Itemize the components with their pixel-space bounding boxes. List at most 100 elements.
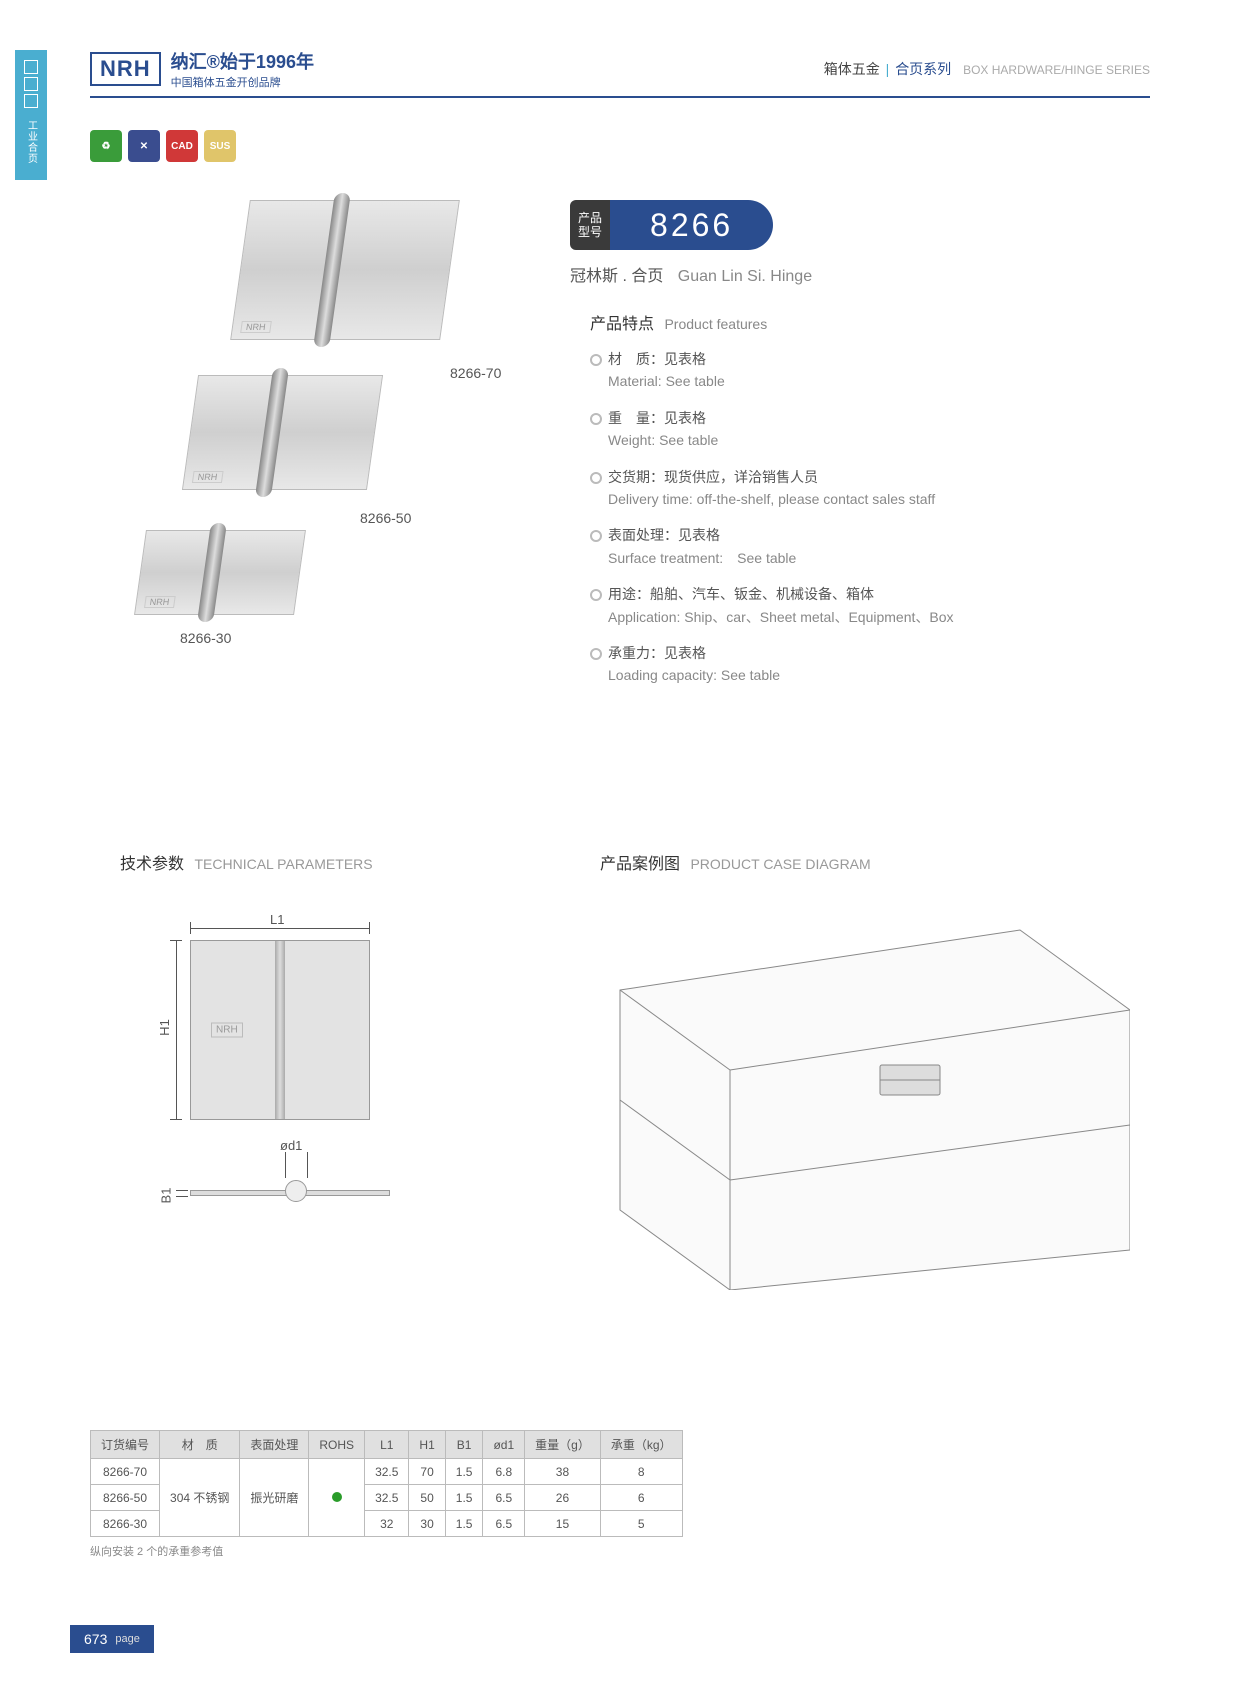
rohs-dot-icon — [332, 1492, 342, 1502]
img-label-3: 8266-30 — [180, 630, 231, 646]
table-row: 8266-70304 不锈钢振光研磨32.5701.56.8388 — [91, 1459, 683, 1485]
product-name-cn: 冠林斯 . 合页 — [570, 268, 663, 285]
cell-load: 8 — [600, 1459, 682, 1485]
header-en: BOX HARDWARE/HINGE SERIES — [963, 63, 1150, 77]
product-number-label: 产品 型号 — [570, 200, 610, 250]
hinge-large: NRH — [230, 200, 460, 340]
tech-title: 技术参数 TECHNICAL PARAMETERS — [120, 850, 373, 874]
header-sep: | — [886, 61, 890, 77]
feature-en: Delivery time: off-the-shelf, please con… — [608, 488, 1150, 510]
dim-h1: H1 — [157, 1019, 172, 1036]
dim-b1: B1 — [158, 1188, 173, 1204]
feature-item: 承重力：见表格Loading capacity: See table — [590, 642, 1150, 687]
cell-l1: 32.5 — [365, 1459, 409, 1485]
table-header-cell: 材 质 — [160, 1431, 240, 1459]
feature-cn: 表面处理：见表格 — [608, 527, 720, 543]
nrh-label-2: NRH — [192, 471, 223, 483]
spec-table: 订货编号材 质表面处理ROHSL1H1B1ød1重量（g）承重（kg） 8266… — [90, 1430, 683, 1537]
side-tab-icon — [21, 60, 41, 110]
side-tab: 工业合页 — [15, 50, 47, 180]
product-number-box: 产品 型号 8266 — [570, 200, 773, 250]
sus-icon: SUS — [204, 130, 236, 162]
table-header-cell: 承重（kg） — [600, 1431, 682, 1459]
case-title-cn: 产品案例图 — [600, 856, 680, 873]
case-title-en: PRODUCT CASE DIAGRAM — [690, 856, 870, 872]
tool-icon: ✕ — [128, 130, 160, 162]
table-header-cell: 表面处理 — [240, 1431, 309, 1459]
cell-l1: 32 — [365, 1511, 409, 1537]
eco-icon: ♻ — [90, 130, 122, 162]
feature-cn: 用途：船舶、汽车、钣金、机械设备、箱体 — [608, 586, 874, 602]
hinge-medium: NRH — [182, 375, 383, 490]
icon-row: ♻ ✕ CAD SUS — [90, 130, 236, 162]
cad-icon: CAD — [166, 130, 198, 162]
pn-cn1: 产品 — [578, 211, 602, 225]
footer: 673 page — [70, 1625, 154, 1653]
cell-d1: 6.5 — [483, 1511, 525, 1537]
header-cn1: 箱体五金 — [824, 61, 880, 77]
cell-b1: 1.5 — [445, 1485, 483, 1511]
logo-group: NRH 纳汇®始于1996年 中国箱体五金开创品牌 — [90, 48, 314, 90]
header-cn2: 合页系列 — [895, 61, 951, 77]
tech-title-en: TECHNICAL PARAMETERS — [194, 856, 372, 872]
cell-b1: 1.5 — [445, 1511, 483, 1537]
cell-d1: 6.8 — [483, 1459, 525, 1485]
cell-h1: 50 — [409, 1485, 445, 1511]
case-title: 产品案例图 PRODUCT CASE DIAGRAM — [600, 850, 871, 874]
cell-weight: 15 — [525, 1511, 601, 1537]
pn-cn2: 型号 — [578, 225, 602, 239]
feature-item: 重 量：见表格 Weight: See table — [590, 407, 1150, 452]
cell-code: 8266-30 — [91, 1511, 160, 1537]
table-header-cell: ød1 — [483, 1431, 525, 1459]
product-name-en: Guan Lin Si. Hinge — [678, 268, 812, 285]
img-label-1: 8266-70 — [450, 365, 501, 381]
cell-d1: 6.5 — [483, 1485, 525, 1511]
cell-h1: 70 — [409, 1459, 445, 1485]
cell-b1: 1.5 — [445, 1459, 483, 1485]
page-label: page — [115, 1633, 139, 1645]
cell-code: 8266-70 — [91, 1459, 160, 1485]
tech-title-cn: 技术参数 — [120, 856, 184, 873]
cell-surface: 振光研磨 — [240, 1459, 309, 1537]
table-container: 订货编号材 质表面处理ROHSL1H1B1ød1重量（g）承重（kg） 8266… — [90, 1430, 683, 1559]
header-line — [90, 96, 1150, 98]
cell-weight: 26 — [525, 1485, 601, 1511]
feature-cn: 交货期：现货供应，详洽销售人员 — [608, 469, 818, 485]
cell-rohs — [309, 1459, 365, 1537]
header: NRH 纳汇®始于1996年 中国箱体五金开创品牌 箱体五金 | 合页系列 BO… — [90, 48, 1150, 90]
img-label-2: 8266-50 — [360, 510, 411, 526]
tech-diagram: L1 NRH H1 ød1 B1 — [150, 910, 410, 1240]
cell-code: 8266-50 — [91, 1485, 160, 1511]
logo-cn: 纳汇®始于1996年 — [171, 48, 314, 74]
product-number-value: 8266 — [610, 200, 773, 250]
dim-d1: ød1 — [280, 1138, 302, 1153]
cell-l1: 32.5 — [365, 1485, 409, 1511]
logo-text: 纳汇®始于1996年 中国箱体五金开创品牌 — [171, 48, 314, 90]
diagram-side-view: ød1 B1 — [190, 1160, 390, 1240]
features: 产品特点 Product features 材 质：见表格Material: S… — [590, 310, 1150, 701]
table-header-cell: H1 — [409, 1431, 445, 1459]
product-name: 冠林斯 . 合页 Guan Lin Si. Hinge — [570, 262, 812, 286]
feature-en: Material: See table — [608, 370, 1150, 392]
side-tab-text-cn: 工业合页 — [24, 120, 39, 164]
header-right: 箱体五金 | 合页系列 BOX HARDWARE/HINGE SERIES — [824, 59, 1150, 79]
cell-material: 304 不锈钢 — [160, 1459, 240, 1537]
table-header-cell: B1 — [445, 1431, 483, 1459]
table-header-cell: 重量（g） — [525, 1431, 601, 1459]
cell-load: 6 — [600, 1485, 682, 1511]
feature-item: 材 质：见表格 Material: See table — [590, 348, 1150, 393]
page-number: 673 — [84, 1631, 107, 1647]
table-header-cell: L1 — [365, 1431, 409, 1459]
table-header-cell: 订货编号 — [91, 1431, 160, 1459]
feature-en: Application: Ship、car、Sheet metal、Equipm… — [608, 606, 1150, 628]
feature-en: Loading capacity: See table — [608, 664, 1150, 686]
feature-en: Weight: See table — [608, 429, 1150, 451]
features-title-en: Product features — [664, 316, 767, 332]
product-images: NRH 8266-70 NRH 8266-50 NRH 8266-30 — [120, 200, 520, 720]
feature-cn: 材 质：见表格 — [608, 351, 706, 367]
dim-l1: L1 — [270, 912, 284, 927]
table-header-cell: ROHS — [309, 1431, 365, 1459]
diagram-nrh: NRH — [211, 1023, 243, 1038]
feature-cn: 重 量：见表格 — [608, 410, 706, 426]
feature-item: 表面处理：见表格Surface treatment: See table — [590, 524, 1150, 569]
